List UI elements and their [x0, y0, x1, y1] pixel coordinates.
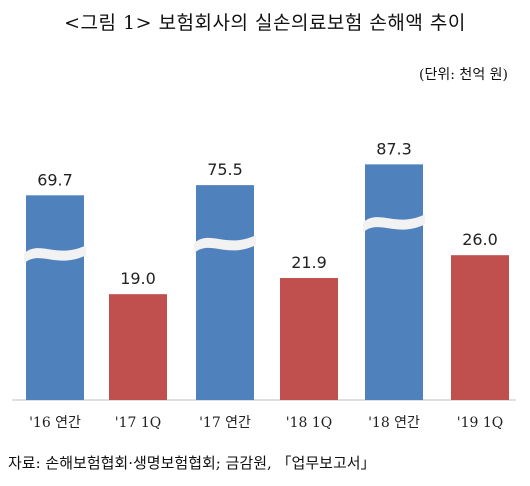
bar-group-2: 19.0 '17 1Q — [109, 269, 167, 431]
bar-group-4: 21.9 '18 1Q — [280, 253, 338, 431]
data-label-3: 75.5 — [207, 160, 243, 179]
data-label-5: 87.3 — [376, 139, 412, 158]
bar-6 — [451, 255, 509, 400]
bar-3 — [196, 185, 254, 400]
data-label-6: 26.0 — [462, 230, 498, 249]
bar-group-5: 87.3 '18 연간 — [363, 139, 425, 431]
axis-break-mark-5 — [363, 214, 425, 233]
bar-4 — [280, 278, 338, 400]
x-tick-label-5: '18 연간 — [368, 415, 420, 431]
source-note: 자료: 손해보험협회·생명보험협회; 금감원, 「업무보고서」 — [8, 454, 376, 472]
x-tick-label-2: '17 1Q — [115, 415, 162, 431]
x-tick-label-4: '18 1Q — [286, 415, 333, 431]
bar-2 — [109, 294, 167, 400]
x-tick-label-1: '16 연간 — [29, 415, 81, 431]
axis-break-mark-3 — [194, 235, 256, 254]
data-label-1: 69.7 — [37, 170, 73, 189]
unit-label: (단위: 천억 원) — [419, 67, 508, 83]
x-tick-label-3: '17 연간 — [199, 415, 251, 431]
data-label-2: 19.0 — [120, 269, 156, 288]
bar-group-3: 75.5 '17 연간 — [194, 160, 256, 431]
x-tick-label-6: '19 1Q — [457, 415, 504, 431]
data-label-4: 21.9 — [291, 253, 327, 272]
bar-1 — [26, 195, 84, 400]
bar-5 — [365, 164, 423, 400]
bar-group-6: 26.0 '19 1Q — [451, 230, 509, 431]
bar-group-1: 69.7 '16 연간 — [24, 170, 86, 431]
axis-break-mark-1 — [24, 245, 86, 264]
figure-title: <그림 1> 보험회사의 실손의료보험 손해액 추이 — [64, 12, 466, 34]
